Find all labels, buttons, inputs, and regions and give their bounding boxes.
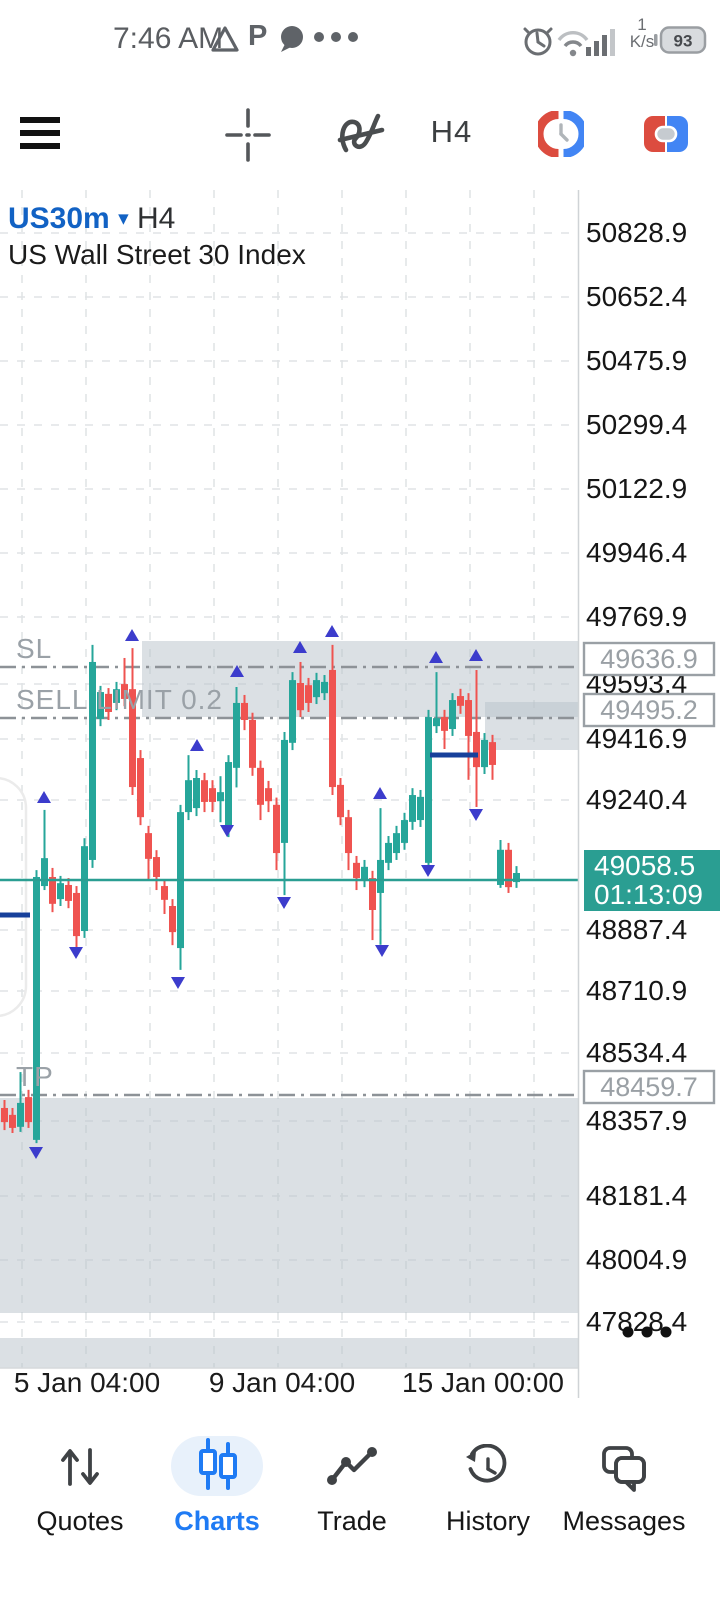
nav-item-messages[interactable]: Messages bbox=[556, 1424, 692, 1574]
svg-text:SL: SL bbox=[16, 633, 52, 664]
alarm-icon bbox=[523, 27, 553, 56]
indicators-icon[interactable] bbox=[334, 108, 390, 162]
p-notification-icon: P bbox=[248, 20, 268, 52]
svg-text:SELL LIMIT 0.2: SELL LIMIT 0.2 bbox=[16, 684, 223, 715]
signal-bars-icon bbox=[586, 29, 615, 56]
status-bar: 7:46 AM P 1 K/s 93 bbox=[0, 15, 720, 66]
objects-icon[interactable] bbox=[538, 111, 584, 157]
svg-text:48181.4: 48181.4 bbox=[586, 1180, 687, 1211]
window-layout-icon[interactable] bbox=[644, 116, 688, 152]
svg-text:49416.9: 49416.9 bbox=[586, 723, 687, 754]
battery-icon: 93 bbox=[654, 26, 707, 54]
trend-line-icon bbox=[327, 1447, 377, 1485]
header-timeframe: H4 bbox=[136, 202, 176, 235]
chevron-down-icon[interactable]: ▾ bbox=[118, 207, 129, 230]
svg-text:48459.7: 48459.7 bbox=[600, 1072, 698, 1102]
network-speed: 1 K/s bbox=[629, 15, 655, 51]
svg-text:49240.4: 49240.4 bbox=[586, 784, 687, 815]
svg-text:15 Jan 00:00: 15 Jan 00:00 bbox=[402, 1367, 564, 1398]
svg-text:01:13:09: 01:13:09 bbox=[594, 879, 703, 910]
candlestick-icon bbox=[199, 1438, 237, 1490]
nav-item-history[interactable]: History bbox=[420, 1424, 556, 1574]
alert-triangle-icon bbox=[211, 26, 239, 52]
svg-text:48887.4: 48887.4 bbox=[586, 914, 687, 945]
chat-notification-icon bbox=[281, 26, 303, 52]
svg-text:50122.9: 50122.9 bbox=[586, 473, 687, 504]
chart-header: US30m ▾ H4 US Wall Street 30 Index bbox=[8, 202, 306, 271]
svg-text:48710.9: 48710.9 bbox=[586, 975, 687, 1006]
history-clock-icon bbox=[466, 1444, 507, 1483]
svg-text:50475.9: 50475.9 bbox=[586, 345, 687, 376]
svg-text:TP: TP bbox=[16, 1061, 54, 1092]
svg-text:49636.9: 49636.9 bbox=[600, 644, 698, 674]
chat-bubbles-icon bbox=[602, 1446, 646, 1492]
wifi-icon bbox=[557, 30, 589, 57]
chart-toolbar: H4 bbox=[0, 100, 720, 170]
svg-text:48357.9: 48357.9 bbox=[586, 1105, 687, 1136]
nav-item-quotes[interactable]: Quotes bbox=[12, 1424, 148, 1574]
symbol-description: US Wall Street 30 Index bbox=[8, 239, 306, 270]
svg-text:48534.4: 48534.4 bbox=[586, 1037, 687, 1068]
svg-text:47828.4: 47828.4 bbox=[586, 1306, 687, 1337]
svg-text:49769.9: 49769.9 bbox=[586, 601, 687, 632]
bottom-navigation: Quotes Charts Trade History bbox=[0, 1424, 720, 1600]
status-time: 7:46 AM bbox=[113, 22, 224, 55]
symbol-selector[interactable]: US30m bbox=[8, 202, 110, 235]
svg-text:93: 93 bbox=[674, 32, 693, 51]
timeframe-button[interactable]: H4 bbox=[430, 114, 473, 149]
svg-text:9 Jan 04:00: 9 Jan 04:00 bbox=[209, 1367, 355, 1398]
arrows-up-down-icon bbox=[61, 1448, 99, 1486]
svg-text:50299.4: 50299.4 bbox=[586, 409, 687, 440]
svg-text:50828.9: 50828.9 bbox=[586, 217, 687, 248]
chart-more-icon bbox=[660, 1326, 672, 1338]
svg-text:5 Jan 04:00: 5 Jan 04:00 bbox=[14, 1367, 160, 1398]
menu-icon[interactable] bbox=[20, 113, 62, 155]
svg-text:48004.9: 48004.9 bbox=[586, 1244, 687, 1275]
svg-text:50652.4: 50652.4 bbox=[586, 281, 687, 312]
svg-text:49058.5: 49058.5 bbox=[594, 850, 695, 881]
svg-text:49946.4: 49946.4 bbox=[586, 537, 687, 568]
nav-item-charts[interactable]: Charts bbox=[149, 1424, 285, 1574]
more-notifications-icon bbox=[314, 32, 358, 42]
svg-text:49495.2: 49495.2 bbox=[600, 695, 698, 725]
crosshair-icon[interactable] bbox=[222, 108, 274, 162]
nav-item-trade[interactable]: Trade bbox=[284, 1424, 420, 1574]
